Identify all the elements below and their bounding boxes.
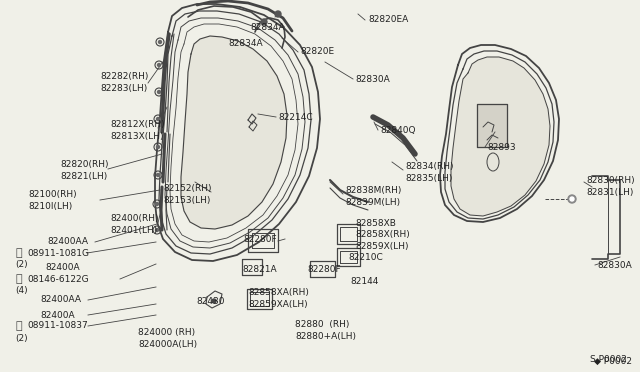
Text: 82880+A(LH): 82880+A(LH): [295, 331, 356, 340]
Circle shape: [157, 64, 161, 67]
Circle shape: [156, 202, 159, 205]
Text: 82839M(LH): 82839M(LH): [345, 199, 400, 208]
Text: 82820(RH): 82820(RH): [60, 160, 109, 170]
Text: 82830(RH): 82830(RH): [586, 176, 635, 185]
Text: 82280F: 82280F: [243, 234, 276, 244]
Text: 82838M(RH): 82838M(RH): [345, 186, 401, 196]
Text: 82893: 82893: [487, 142, 516, 151]
Text: 82820EA: 82820EA: [368, 16, 408, 25]
Text: 82858X(RH): 82858X(RH): [355, 231, 410, 240]
Text: 82400AA: 82400AA: [47, 237, 88, 247]
Text: 82400(RH): 82400(RH): [110, 215, 159, 224]
Polygon shape: [181, 36, 287, 229]
Text: 82282(RH): 82282(RH): [100, 73, 148, 81]
Circle shape: [157, 90, 161, 93]
Text: Ⓑ: Ⓑ: [15, 274, 22, 284]
Text: ◆ P0002: ◆ P0002: [594, 356, 632, 366]
Text: 82834A: 82834A: [250, 22, 285, 32]
Text: 82430: 82430: [196, 296, 225, 305]
Circle shape: [157, 145, 159, 148]
Text: (2): (2): [15, 260, 28, 269]
Text: 82821A: 82821A: [242, 264, 276, 273]
Text: 82144: 82144: [350, 278, 378, 286]
Text: 82858XA(RH): 82858XA(RH): [248, 289, 309, 298]
Text: 82859X(LH): 82859X(LH): [355, 241, 408, 250]
Text: 82880  (RH): 82880 (RH): [295, 321, 349, 330]
Circle shape: [157, 173, 159, 176]
Text: 8210I(LH): 8210I(LH): [28, 202, 72, 211]
Text: 824000A(LH): 824000A(LH): [138, 340, 197, 349]
Circle shape: [570, 197, 574, 201]
Text: 82400AA: 82400AA: [40, 295, 81, 305]
Text: 82859XA(LH): 82859XA(LH): [248, 301, 308, 310]
Text: 82283(LH): 82283(LH): [100, 84, 147, 93]
Text: 82831(LH): 82831(LH): [586, 187, 634, 196]
Text: 08911-10837: 08911-10837: [27, 321, 88, 330]
Text: 82100(RH): 82100(RH): [28, 189, 77, 199]
Text: 82401(LH): 82401(LH): [110, 227, 157, 235]
Text: 82830A: 82830A: [355, 74, 390, 83]
Text: 82400A: 82400A: [45, 263, 79, 272]
Text: 08146-6122G: 08146-6122G: [27, 275, 88, 283]
Text: (4): (4): [15, 286, 28, 295]
Text: 82210C: 82210C: [348, 253, 383, 262]
Text: 82834(RH): 82834(RH): [405, 163, 454, 171]
Text: 82830A: 82830A: [597, 260, 632, 269]
Circle shape: [156, 228, 159, 231]
Text: 82858XB: 82858XB: [355, 219, 396, 228]
Text: 82400A: 82400A: [40, 311, 75, 320]
Circle shape: [157, 118, 159, 121]
Text: 82813X(LH): 82813X(LH): [110, 131, 163, 141]
Circle shape: [212, 299, 216, 303]
Text: Ⓝ: Ⓝ: [15, 248, 22, 258]
Circle shape: [159, 41, 161, 44]
Text: 08911-1081G: 08911-1081G: [27, 248, 89, 257]
Text: 82812X(RH): 82812X(RH): [110, 119, 164, 128]
Text: 82834A: 82834A: [228, 39, 262, 48]
Circle shape: [275, 11, 281, 17]
Text: 82820E: 82820E: [300, 48, 334, 57]
Polygon shape: [477, 104, 507, 147]
Circle shape: [568, 195, 576, 203]
Text: 82152(RH): 82152(RH): [163, 183, 211, 192]
Text: Ⓝ: Ⓝ: [15, 321, 22, 331]
Text: 82280F: 82280F: [307, 264, 340, 273]
Text: 824000 (RH): 824000 (RH): [138, 327, 195, 337]
Text: S P0002: S P0002: [590, 356, 627, 365]
Text: 82153(LH): 82153(LH): [163, 196, 211, 205]
Text: 82835(LH): 82835(LH): [405, 174, 452, 183]
Text: 82214C: 82214C: [278, 112, 312, 122]
Text: 82840Q: 82840Q: [380, 125, 415, 135]
Circle shape: [261, 19, 267, 25]
Polygon shape: [451, 57, 550, 216]
Text: (2): (2): [15, 334, 28, 343]
Text: 82821(LH): 82821(LH): [60, 173, 108, 182]
